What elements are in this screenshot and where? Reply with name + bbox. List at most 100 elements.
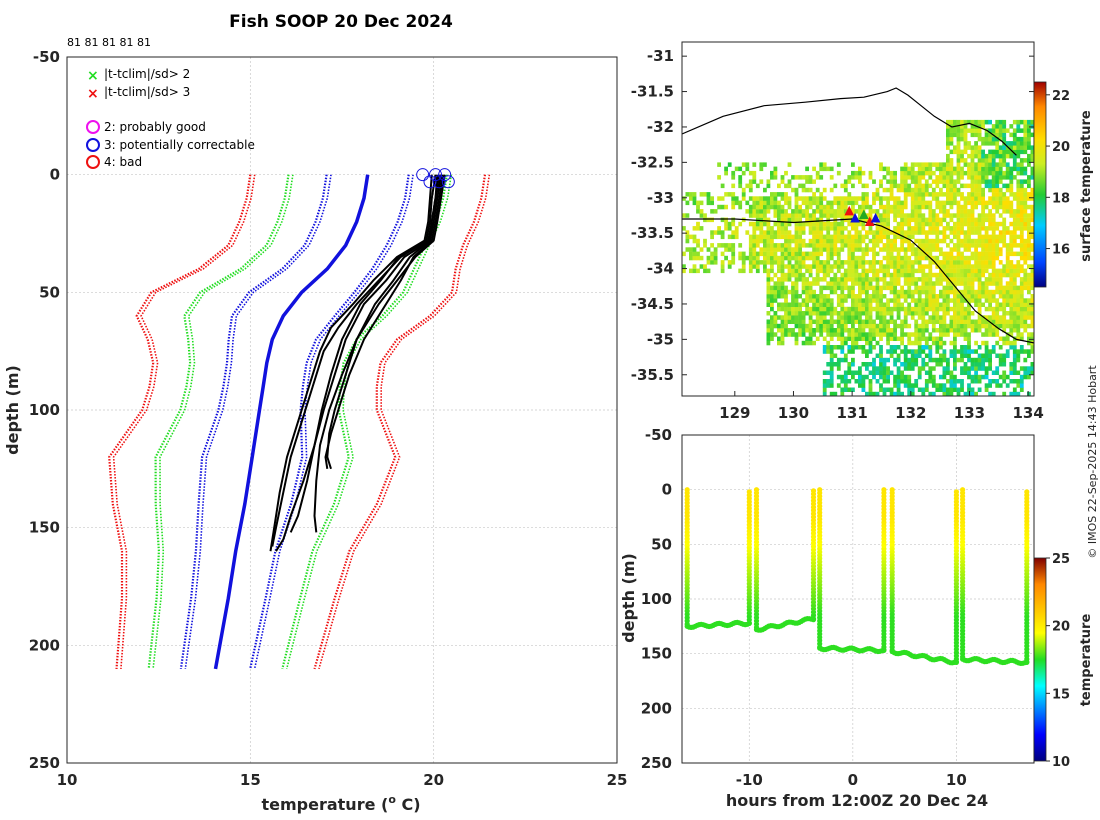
sst-cell xyxy=(893,170,897,176)
sst-cell xyxy=(991,136,996,142)
sst-cell xyxy=(1019,349,1024,354)
sst-cell xyxy=(879,226,883,231)
sst-cell xyxy=(1027,192,1031,197)
sst-cell xyxy=(896,387,901,392)
sst-cell xyxy=(984,179,989,184)
sst-cell xyxy=(784,323,788,329)
sst-cell xyxy=(812,298,816,303)
clim-minus-2sd-line-b xyxy=(152,174,294,669)
sst-cell xyxy=(815,281,820,286)
sst-cell xyxy=(1012,128,1017,133)
sst-cell xyxy=(935,387,940,392)
sst-cell xyxy=(748,238,753,244)
sst-cell xyxy=(967,166,971,172)
sst-cell xyxy=(882,281,887,286)
sst-cell xyxy=(988,298,992,303)
sst-cell xyxy=(970,217,975,223)
sst-cell xyxy=(822,379,827,384)
sst-cell xyxy=(1009,277,1014,282)
sst-cell xyxy=(995,353,1000,358)
sst-cell xyxy=(843,387,848,392)
sst-cell xyxy=(984,298,989,303)
sst-cell xyxy=(759,260,764,265)
sst-cell xyxy=(991,187,996,193)
sst-cell xyxy=(710,230,714,235)
sst-cell xyxy=(924,230,929,235)
temp-cb-tick: 20 xyxy=(1052,620,1070,635)
sst-cell xyxy=(998,353,1003,358)
sst-cell xyxy=(910,298,915,303)
sst-cell xyxy=(1023,132,1028,138)
sst-cell xyxy=(910,234,915,240)
sst-cell xyxy=(924,243,929,248)
sst-cell xyxy=(879,311,883,316)
sst-cell xyxy=(812,255,816,261)
sst-cell xyxy=(886,179,890,184)
sst-cell xyxy=(843,374,848,380)
sst-cell xyxy=(953,374,957,380)
sst-cell xyxy=(851,234,855,240)
sst-cell xyxy=(763,209,767,214)
sst-cell xyxy=(875,353,880,358)
sst-cell xyxy=(826,260,831,265)
sst-cell xyxy=(956,119,961,125)
sst-cell xyxy=(984,251,989,257)
sst-cb-tick: 16 xyxy=(1052,243,1070,258)
sst-cell xyxy=(836,336,841,341)
sst-cell xyxy=(836,302,841,307)
sst-cell xyxy=(931,391,936,396)
sst-cell xyxy=(1005,243,1010,248)
sst-cell xyxy=(777,183,781,189)
sst-cell xyxy=(903,349,908,354)
sst-cell xyxy=(879,323,883,329)
sst-cell xyxy=(1002,268,1007,274)
sst-cell xyxy=(931,289,936,295)
sst-cell xyxy=(956,357,961,363)
sst-cell xyxy=(939,175,943,180)
sst-cell xyxy=(1030,281,1034,286)
sst-cell xyxy=(935,357,940,363)
sst-cell xyxy=(696,226,700,231)
sst-cell xyxy=(956,298,961,303)
sst-cell xyxy=(840,391,845,396)
sst-cell xyxy=(974,340,978,346)
sst-cell xyxy=(1009,141,1014,146)
sst-cell xyxy=(727,162,732,167)
sst-cell xyxy=(886,332,890,337)
sst-cell xyxy=(1002,226,1007,231)
sst-cell xyxy=(984,323,989,329)
sst-cell xyxy=(1030,319,1034,324)
profile-6 xyxy=(271,174,437,547)
sst-cell xyxy=(819,243,824,248)
sst-cell xyxy=(748,255,753,261)
sst-cell xyxy=(833,200,838,206)
sst-cell xyxy=(815,268,820,274)
sst-cell xyxy=(819,196,824,201)
sst-cell xyxy=(699,247,704,252)
sst-cell xyxy=(858,366,862,371)
sst-cell xyxy=(861,217,866,223)
sst-cell xyxy=(949,166,954,172)
sst-cell xyxy=(903,187,908,193)
sst-cell xyxy=(1023,370,1028,375)
sst-cell xyxy=(896,196,901,201)
sst-cell xyxy=(787,302,792,307)
sst-cell xyxy=(858,272,862,278)
sst-cell xyxy=(949,132,954,138)
sst-cell xyxy=(960,268,964,274)
sst-cell xyxy=(851,340,855,346)
sst-cell xyxy=(875,391,880,396)
sst-cell xyxy=(935,294,940,299)
sst-cell xyxy=(847,306,852,312)
sst-cell xyxy=(843,306,848,312)
sst-cell xyxy=(836,357,841,363)
sst-cell xyxy=(914,175,919,180)
sst-cell xyxy=(808,213,813,218)
sst-cell xyxy=(939,332,943,337)
sst-cell xyxy=(981,158,985,163)
sst-cell xyxy=(991,192,996,197)
sst-cell xyxy=(710,200,714,206)
sst-cell xyxy=(935,213,940,218)
sst-cell xyxy=(984,306,989,312)
sst-cell xyxy=(984,153,989,159)
